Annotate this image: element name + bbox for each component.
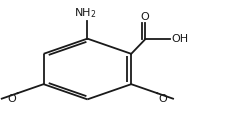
Text: OH: OH	[171, 34, 188, 44]
Text: O: O	[158, 94, 166, 104]
Text: O: O	[8, 94, 16, 104]
Text: NH$_2$: NH$_2$	[74, 6, 96, 20]
Text: O: O	[140, 12, 149, 22]
